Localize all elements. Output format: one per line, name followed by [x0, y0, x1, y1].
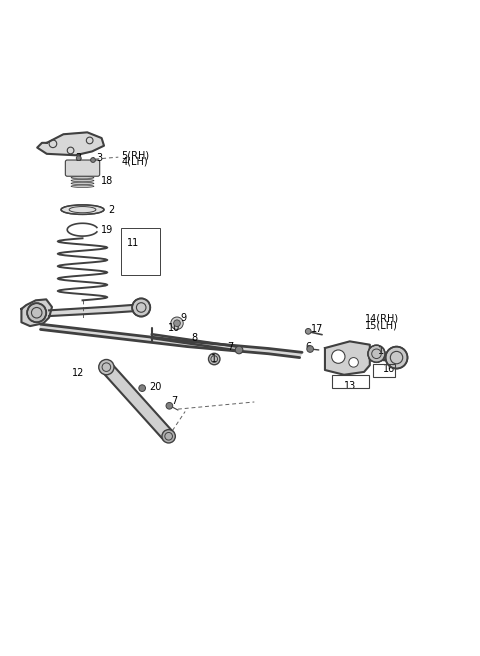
Circle shape: [91, 157, 96, 163]
Circle shape: [27, 303, 46, 322]
Text: 17: 17: [311, 324, 323, 334]
Text: 20: 20: [149, 382, 162, 392]
Text: 13: 13: [344, 381, 356, 391]
Text: 14(RH): 14(RH): [365, 314, 399, 323]
Text: 7: 7: [171, 396, 178, 405]
Circle shape: [385, 346, 408, 369]
Ellipse shape: [71, 176, 94, 179]
Circle shape: [305, 329, 311, 334]
Circle shape: [99, 359, 114, 375]
Circle shape: [162, 430, 175, 443]
Text: 7: 7: [228, 342, 234, 352]
Polygon shape: [325, 341, 370, 375]
Circle shape: [132, 298, 150, 317]
Circle shape: [166, 402, 173, 409]
Text: 9: 9: [180, 314, 186, 323]
Text: 1: 1: [378, 346, 384, 356]
Text: 8: 8: [192, 333, 197, 342]
Polygon shape: [102, 363, 173, 440]
Text: 6: 6: [306, 342, 312, 352]
Text: 10: 10: [168, 323, 180, 333]
Polygon shape: [40, 324, 302, 358]
Text: 5(RH): 5(RH): [121, 150, 150, 160]
Circle shape: [368, 345, 385, 362]
Polygon shape: [37, 133, 104, 155]
Polygon shape: [49, 304, 144, 316]
Text: 15(LH): 15(LH): [365, 320, 398, 330]
Circle shape: [174, 320, 180, 327]
FancyBboxPatch shape: [65, 160, 100, 176]
Circle shape: [139, 385, 145, 392]
Text: 3: 3: [75, 153, 82, 163]
Text: 18: 18: [101, 176, 113, 186]
Circle shape: [349, 358, 359, 367]
Text: 19: 19: [101, 225, 113, 235]
Circle shape: [76, 155, 81, 161]
Text: 11: 11: [127, 238, 140, 248]
Polygon shape: [152, 334, 240, 351]
Polygon shape: [22, 299, 52, 326]
Circle shape: [307, 346, 313, 352]
Text: 4(LH): 4(LH): [121, 157, 148, 167]
Ellipse shape: [71, 179, 94, 182]
Text: 2: 2: [108, 205, 115, 215]
Ellipse shape: [71, 185, 94, 188]
Ellipse shape: [71, 182, 94, 184]
Circle shape: [332, 350, 345, 363]
Text: 12: 12: [72, 368, 84, 379]
Text: 16: 16: [383, 364, 396, 374]
Circle shape: [171, 317, 183, 329]
Circle shape: [208, 354, 220, 365]
Text: 3: 3: [96, 153, 102, 163]
Circle shape: [235, 346, 243, 354]
Text: 1: 1: [211, 354, 217, 363]
Ellipse shape: [61, 205, 104, 215]
